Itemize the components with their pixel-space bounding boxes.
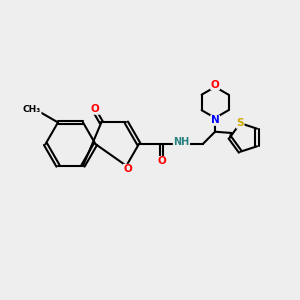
Text: N: N (211, 115, 220, 125)
Text: O: O (157, 156, 166, 167)
Text: CH₃: CH₃ (23, 105, 41, 114)
Text: O: O (91, 104, 100, 114)
Text: O: O (124, 164, 132, 174)
Text: O: O (211, 80, 220, 90)
Text: NH: NH (173, 137, 190, 147)
Text: S: S (236, 118, 244, 128)
